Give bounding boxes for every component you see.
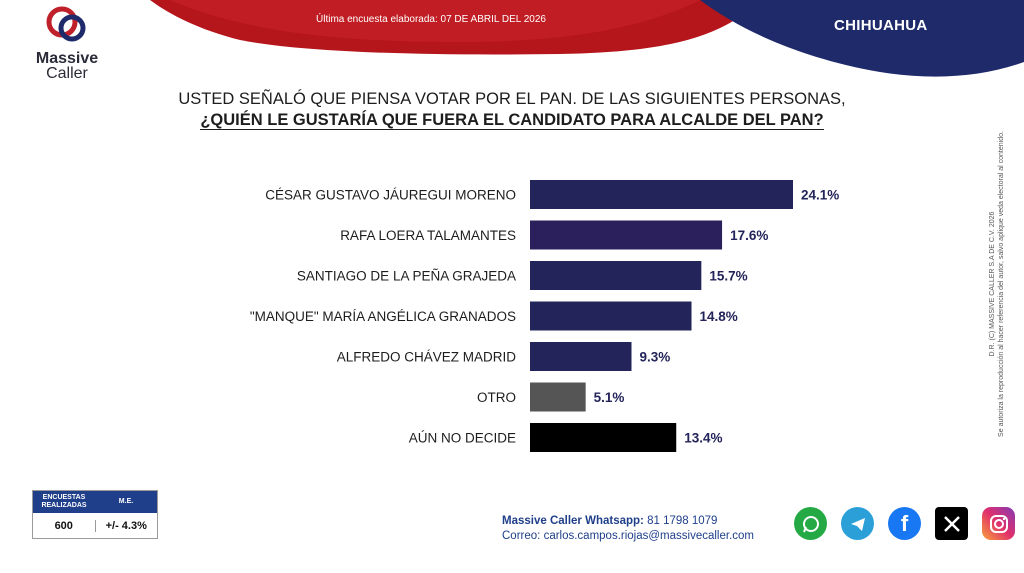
facebook-icon[interactable]: f — [888, 507, 921, 540]
whatsapp-icon[interactable] — [794, 507, 827, 540]
x-icon[interactable] — [935, 507, 968, 540]
bar-1 — [530, 220, 723, 250]
whatsapp-number[interactable]: 81 1798 1079 — [647, 515, 718, 527]
stats-header-surveys: ENCUESTAS REALIZADAS — [41, 494, 87, 509]
value-label-4: 9.3% — [639, 350, 670, 365]
whatsapp-label: Massive Caller Whatsapp: — [502, 515, 644, 527]
bar-0 — [530, 180, 793, 209]
contact-info: Massive Caller Whatsapp: 81 1798 1079 Co… — [502, 514, 754, 544]
telegram-icon[interactable] — [841, 507, 874, 540]
email-label: Correo: — [502, 530, 541, 542]
header-banner — [150, 0, 1024, 77]
value-label-2: 15.7% — [709, 269, 747, 284]
value-label-1: 17.6% — [730, 228, 768, 243]
bar-6 — [530, 423, 677, 452]
bar-2 — [530, 261, 702, 290]
category-label-3: "MANQUE" MARÍA ANGÉLICA GRANADOS — [250, 309, 516, 324]
logo-mark-icon — [46, 6, 86, 42]
stats-surveys-value: 600 — [33, 519, 96, 532]
category-label-1: RAFA LOERA TALAMANTES — [340, 228, 516, 243]
brand-name-line1: Massive — [35, 50, 99, 67]
category-label-6: AÚN NO DECIDE — [409, 431, 516, 446]
value-label-3: 14.8% — [700, 309, 738, 324]
category-label-2: SANTIAGO DE LA PEÑA GRAJEDA — [297, 269, 516, 284]
value-label-6: 13.4% — [684, 431, 722, 446]
social-links: f — [794, 507, 1015, 540]
category-label-4: ALFREDO CHÁVEZ MADRID — [337, 350, 517, 365]
copyright-notice: D.R. (C) MASSIVE CALLER S.A DE C.V. 2026… — [987, 100, 1007, 470]
bar-4 — [530, 342, 632, 371]
survey-stats-table: ENCUESTAS REALIZADAS M.E. 600 +/- 4.3% — [32, 490, 158, 539]
category-label-5: OTRO — [477, 390, 516, 405]
value-label-5: 5.1% — [594, 390, 625, 405]
brand-name-line2: Caller — [46, 65, 88, 82]
bar-5 — [530, 382, 586, 412]
stats-header-margin: M.E. — [118, 498, 134, 505]
survey-date: Última encuesta elaborada: 07 DE ABRIL D… — [316, 14, 546, 25]
instagram-icon[interactable] — [982, 507, 1015, 540]
category-label-0: CÉSAR GUSTAVO JÁUREGUI MORENO — [265, 188, 516, 203]
bar-3 — [530, 301, 692, 331]
question-line2-text: ¿QUIÉN LE GUSTARÍA QUE FUERA EL CANDIDAT… — [200, 111, 824, 130]
question-line1: USTED SEÑALÓ QUE PIENSA VOTAR POR EL PAN… — [178, 90, 846, 108]
stats-margin-value: +/- 4.3% — [105, 519, 147, 532]
bar-chart: CÉSAR GUSTAVO JÁUREGUI MORENO 24.1% RAFA L… — [250, 180, 839, 452]
value-label-0: 24.1% — [801, 188, 839, 203]
brand-logo: Massive Caller — [22, 6, 112, 82]
email-address[interactable]: carlos.campos.riojas@massivecaller.com — [543, 530, 754, 542]
copyright-line2: Se autoriza la reproducción al hacer ref… — [998, 131, 1005, 437]
copyright-line1: D.R. (C) MASSIVE CALLER S.A DE C.V. 2026 — [989, 211, 996, 357]
question-line2: ¿QUIÉN LE GUSTARÍA QUE FUERA EL CANDIDAT… — [0, 111, 1024, 130]
region-label: CHIHUAHUA — [834, 17, 928, 34]
